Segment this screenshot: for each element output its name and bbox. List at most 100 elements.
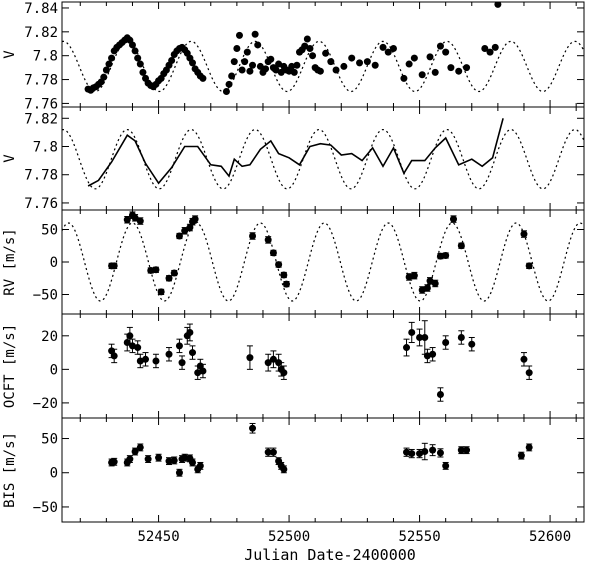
- data-point: [181, 227, 189, 235]
- data-point: [309, 52, 317, 60]
- data-point: [429, 350, 437, 358]
- data-point: [384, 48, 392, 56]
- data-point: [431, 68, 439, 76]
- data-point: [356, 59, 364, 67]
- data-point: [400, 74, 408, 82]
- data-point: [196, 462, 204, 470]
- data-point: [228, 72, 236, 80]
- data-point: [457, 242, 465, 250]
- data-point: [442, 339, 450, 347]
- data-point: [189, 59, 196, 67]
- data-point: [436, 42, 444, 50]
- data-point: [436, 449, 444, 457]
- data-point: [421, 448, 429, 456]
- data-point: [139, 68, 147, 76]
- data-point: [191, 215, 199, 223]
- data-point: [134, 54, 142, 62]
- panel-oCFT: −20 0 20 OCFT [m/s]: [2, 313, 585, 419]
- data-point: [165, 350, 173, 358]
- data-point: [186, 328, 194, 336]
- data-point: [282, 280, 290, 288]
- data-point: [110, 262, 118, 270]
- y-tick-label: 20: [41, 329, 58, 345]
- data-point: [249, 232, 257, 240]
- data-point: [494, 2, 502, 8]
- data-point: [230, 58, 238, 66]
- data-point: [105, 60, 113, 68]
- data-point: [170, 269, 178, 277]
- data-point: [225, 80, 233, 88]
- plot-area: [62, 2, 584, 95]
- data-point: [272, 66, 280, 74]
- data-point: [442, 252, 450, 259]
- data-point: [410, 272, 418, 280]
- panel-frame: [61, 106, 585, 211]
- data-point: [199, 74, 207, 82]
- y-tick-label: 50: [41, 223, 58, 239]
- data-point: [175, 342, 183, 350]
- data-point: [168, 56, 176, 64]
- data-point: [254, 41, 262, 49]
- data-point: [316, 67, 324, 75]
- data-point: [457, 333, 465, 341]
- plot-area: [108, 320, 533, 402]
- data-point: [306, 45, 314, 53]
- data-point: [303, 35, 311, 43]
- y-axis-label: V: [2, 50, 18, 59]
- plot-area: [108, 422, 533, 477]
- data-point: [486, 48, 494, 56]
- data-point: [447, 64, 455, 72]
- data-point: [405, 60, 413, 68]
- data-point: [280, 465, 288, 473]
- data-point: [165, 274, 173, 282]
- data-point: [235, 31, 243, 39]
- data-point: [189, 458, 196, 466]
- y-tick-label: 0: [50, 466, 58, 482]
- data-point: [249, 424, 257, 432]
- data-point: [340, 62, 348, 70]
- model-curve: [62, 222, 584, 302]
- data-point: [436, 391, 444, 399]
- data-point: [152, 357, 160, 365]
- data-point: [525, 369, 533, 377]
- data-point: [189, 349, 196, 357]
- panel-photometry: 7.76 7.78 7.8 7.82 7.84 V: [2, 1, 585, 112]
- y-axis-label: BIS [m/s]: [2, 432, 18, 508]
- data-point: [277, 68, 285, 76]
- data-point: [199, 367, 207, 375]
- data-point: [525, 262, 533, 270]
- data-point: [222, 87, 230, 95]
- data-point: [144, 455, 152, 463]
- data-point: [468, 340, 476, 348]
- data-point: [436, 252, 444, 260]
- data-point: [128, 41, 136, 49]
- data-point: [301, 42, 309, 50]
- data-point: [267, 55, 275, 63]
- panel-bisector: −50 0 50 BIS [m/s]: [2, 417, 585, 523]
- data-point: [389, 45, 397, 53]
- data-point: [264, 448, 272, 456]
- data-point: [186, 224, 194, 232]
- data-point: [327, 58, 335, 66]
- y-tick-label: −50: [33, 500, 58, 516]
- data-point: [100, 73, 108, 81]
- data-point: [136, 443, 144, 451]
- data-point: [455, 67, 463, 75]
- data-point: [264, 236, 272, 244]
- data-point: [491, 43, 499, 51]
- data-point: [256, 62, 264, 70]
- y-tick-label: 7.8: [33, 140, 58, 156]
- data-point: [241, 58, 249, 66]
- data-point: [429, 446, 437, 454]
- data-point: [520, 230, 528, 238]
- y-tick-label: 7.78: [24, 73, 58, 89]
- data-point: [442, 48, 450, 56]
- data-point: [170, 456, 178, 464]
- data-point: [102, 66, 110, 74]
- data-point: [243, 48, 251, 56]
- data-point: [288, 62, 296, 70]
- data-point: [249, 61, 257, 69]
- data-point: [280, 369, 288, 377]
